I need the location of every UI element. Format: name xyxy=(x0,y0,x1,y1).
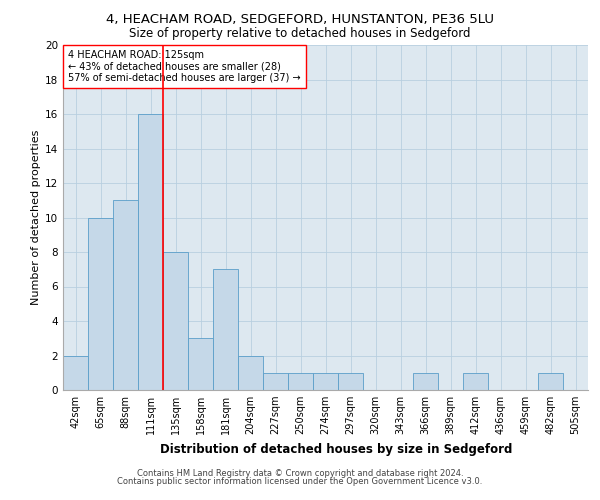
Bar xyxy=(88,218,113,390)
Bar xyxy=(313,373,338,390)
Text: 4 HEACHAM ROAD: 125sqm
← 43% of detached houses are smaller (28)
57% of semi-det: 4 HEACHAM ROAD: 125sqm ← 43% of detached… xyxy=(68,50,301,84)
Bar xyxy=(288,373,313,390)
Bar xyxy=(263,373,288,390)
Bar xyxy=(138,114,163,390)
Bar xyxy=(238,356,263,390)
Bar xyxy=(413,373,438,390)
Bar xyxy=(463,373,488,390)
Bar xyxy=(113,200,138,390)
Text: 4, HEACHAM ROAD, SEDGEFORD, HUNSTANTON, PE36 5LU: 4, HEACHAM ROAD, SEDGEFORD, HUNSTANTON, … xyxy=(106,12,494,26)
Y-axis label: Number of detached properties: Number of detached properties xyxy=(31,130,41,305)
Bar xyxy=(188,338,213,390)
Bar xyxy=(213,269,238,390)
Text: Size of property relative to detached houses in Sedgeford: Size of property relative to detached ho… xyxy=(129,28,471,40)
Bar xyxy=(338,373,363,390)
Bar xyxy=(538,373,563,390)
Text: Distribution of detached houses by size in Sedgeford: Distribution of detached houses by size … xyxy=(160,442,512,456)
Bar xyxy=(163,252,188,390)
Bar xyxy=(63,356,88,390)
Text: Contains HM Land Registry data © Crown copyright and database right 2024.: Contains HM Land Registry data © Crown c… xyxy=(137,468,463,477)
Text: Contains public sector information licensed under the Open Government Licence v3: Contains public sector information licen… xyxy=(118,477,482,486)
